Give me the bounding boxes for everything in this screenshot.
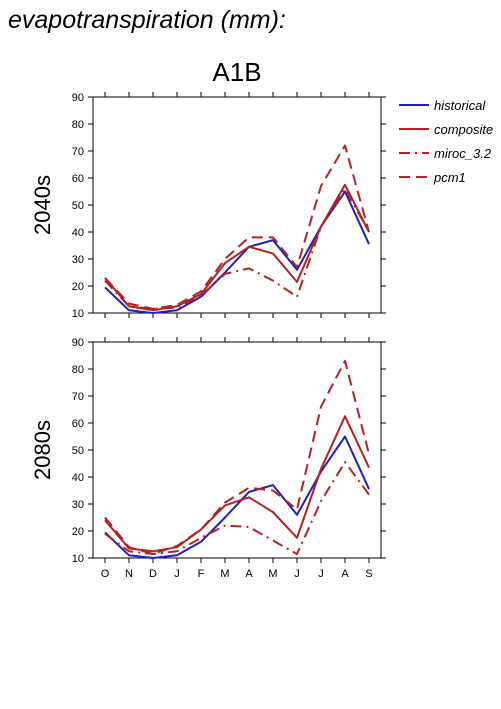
series-line-historical — [104, 435, 370, 559]
x-tick-label: D — [149, 568, 157, 580]
x-tick-label: F — [198, 568, 205, 580]
panel-title: A1B — [212, 57, 261, 87]
x-tick-label: M — [220, 568, 229, 580]
y-tick-label: 50 — [72, 445, 84, 457]
y-tick-label: 70 — [72, 146, 84, 158]
y-tick-label: 20 — [72, 281, 84, 293]
x-tick-label: A — [341, 568, 349, 580]
x-tick-label: J — [318, 568, 324, 580]
legend: historical composite miroc_3.2 pcm1 — [399, 98, 493, 185]
row-label: 2080s — [30, 420, 55, 480]
series-line-miroc-3-2 — [104, 461, 370, 555]
series-line-composite — [104, 415, 370, 553]
y-tick-label: 90 — [72, 337, 84, 349]
legend-label: miroc_3.2 — [434, 146, 492, 161]
legend-label: pcm1 — [433, 170, 466, 185]
series-line-pcm1 — [104, 359, 370, 555]
y-tick-label: 10 — [72, 553, 84, 565]
x-tick-label: J — [174, 568, 180, 580]
x-tick-label: O — [101, 568, 110, 580]
legend-label: historical — [434, 98, 486, 113]
y-tick-label: 60 — [72, 418, 84, 430]
y-tick-label: 30 — [72, 499, 84, 511]
page-title: evapotranspiration (mm): — [8, 6, 286, 34]
y-tick-label: 40 — [72, 227, 84, 239]
plot-1: 10 20 30 40 50 60 70 80 90 2040s — [30, 92, 386, 320]
series-line-composite — [104, 183, 370, 312]
x-tick-label: S — [365, 568, 372, 580]
y-tick-label: 90 — [72, 92, 84, 104]
x-tick-label: M — [268, 568, 277, 580]
y-tick-label: 10 — [72, 308, 84, 320]
y-tick-label: 40 — [72, 472, 84, 484]
plots: 10 20 30 40 50 60 70 80 90 2040s 10 20 30 40 50 60 70 80 9… — [30, 92, 386, 580]
y-tick-label: 60 — [72, 173, 84, 185]
y-tick-label: 80 — [72, 364, 84, 376]
series-line-miroc-3-2 — [104, 187, 370, 310]
plot-2: 10 20 30 40 50 60 70 80 90 O N D J F M A M J J A S 2080s — [30, 337, 386, 580]
y-tick-label: 50 — [72, 200, 84, 212]
plot-frame — [92, 96, 382, 314]
y-tick-label: 30 — [72, 254, 84, 266]
x-tick-label: J — [294, 568, 300, 580]
y-tick-label: 70 — [72, 391, 84, 403]
y-tick-label: 20 — [72, 526, 84, 538]
legend-label: composite — [434, 122, 493, 137]
x-tick-label: N — [125, 568, 133, 580]
row-label: 2040s — [30, 175, 55, 235]
series-line-historical — [104, 190, 370, 314]
x-tick-label: A — [245, 568, 253, 580]
y-tick-label: 80 — [72, 119, 84, 131]
series-line-pcm1 — [104, 144, 370, 310]
